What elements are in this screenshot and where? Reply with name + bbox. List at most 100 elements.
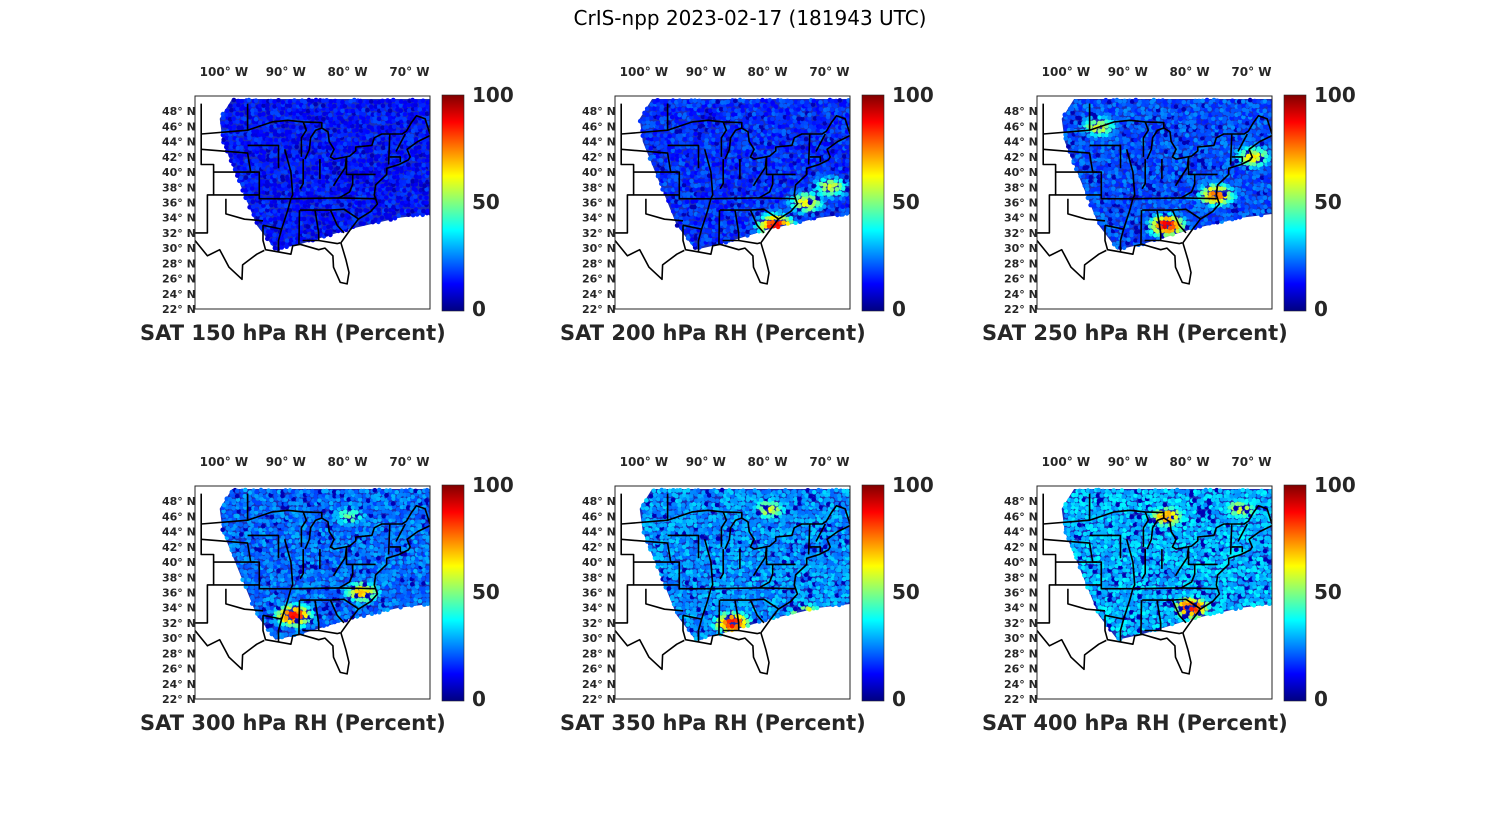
lon-tick-label: 90° W — [686, 455, 726, 469]
map-svg: 100° W 90° W 80° W 70° W 48° N 46° N 44° N 42° … — [140, 455, 514, 735]
colorbar-tick-label: 50 — [472, 580, 500, 604]
lat-tick-label: 30° N — [162, 242, 196, 255]
colorbar — [441, 484, 465, 702]
lat-tick-label: 48° N — [162, 495, 196, 508]
swath-layer — [639, 487, 850, 641]
lat-tick-label: 44° N — [582, 526, 616, 539]
lat-tick-label: 46° N — [582, 510, 616, 523]
colorbar-tick-label: 50 — [892, 190, 920, 214]
colorbar-tick-label: 100 — [892, 83, 934, 107]
lat-tick-label: 42° N — [1004, 151, 1038, 164]
map-panel-150hpa: 100° W 90° W 80° W 70° W 48° N 46° N 44° N 42° … — [140, 60, 540, 360]
lat-tick-label: 24° N — [1004, 288, 1038, 301]
lat-tick-label: 38° N — [582, 181, 616, 194]
lon-tick-label: 70° W — [1231, 455, 1271, 469]
lat-tick-label: 42° N — [582, 541, 616, 554]
lat-tick-label: 28° N — [162, 257, 196, 270]
lat-tick-label: 38° N — [582, 571, 616, 584]
lat-tick-label: 44° N — [582, 136, 616, 149]
lat-tick-label: 48° N — [1004, 495, 1038, 508]
lat-tick-label: 28° N — [1004, 257, 1038, 270]
lat-tick-label: 42° N — [1004, 541, 1038, 554]
lat-tick-label: 44° N — [1004, 136, 1038, 149]
lat-tick-label: 32° N — [1004, 227, 1038, 240]
lat-tick-label: 30° N — [582, 242, 616, 255]
lon-tick-label: 100° W — [1042, 65, 1090, 79]
lon-tick-label: 100° W — [200, 455, 248, 469]
lat-tick-label: 26° N — [582, 663, 616, 676]
lat-tick-label: 32° N — [162, 617, 196, 630]
lat-tick-label: 46° N — [1004, 120, 1038, 133]
lat-tick-label: 36° N — [1004, 587, 1038, 600]
lon-tick-label: 70° W — [809, 65, 849, 79]
lon-tick-label: 80° W — [748, 455, 788, 469]
map-svg: 100° W 90° W 80° W 70° W 48° N 46° N 44° N 42° … — [140, 65, 514, 345]
lat-tick-label: 24° N — [162, 288, 196, 301]
lon-tick-label: 90° W — [686, 65, 726, 79]
lat-tick-label: 34° N — [1004, 212, 1038, 225]
colorbar-tick-label: 0 — [892, 297, 906, 321]
lat-tick-label: 28° N — [582, 257, 616, 270]
lon-tick-label: 80° W — [1170, 455, 1210, 469]
lat-tick-label: 40° N — [1004, 556, 1038, 569]
lat-tick-label: 24° N — [582, 678, 616, 691]
lon-tick-label: 90° W — [1108, 65, 1148, 79]
map-svg: 100° W 90° W 80° W 70° W 48° N 46° N 44° N 42° … — [560, 455, 934, 735]
colorbar — [441, 94, 465, 312]
lat-tick-label: 36° N — [582, 587, 616, 600]
lon-tick-label: 70° W — [389, 455, 429, 469]
lon-tick-label: 100° W — [620, 65, 668, 79]
swath-layer — [637, 97, 850, 250]
lat-tick-label: 36° N — [162, 197, 196, 210]
lat-tick-label: 30° N — [1004, 242, 1038, 255]
lon-tick-label: 100° W — [200, 65, 248, 79]
map-panel-250hpa: 100° W 90° W 80° W 70° W 48° N 46° N 44° N 42° … — [982, 60, 1382, 360]
lat-tick-label: 22° N — [1004, 693, 1038, 706]
lat-tick-label: 38° N — [1004, 181, 1038, 194]
lat-tick-label: 26° N — [162, 663, 196, 676]
lat-tick-label: 24° N — [582, 288, 616, 301]
colorbar — [861, 484, 885, 702]
colorbar-tick-label: 50 — [1314, 190, 1342, 214]
state-boundaries — [195, 493, 430, 675]
lat-tick-label: 48° N — [582, 105, 616, 118]
lat-tick-label: 22° N — [582, 693, 616, 706]
colorbar-tick-label: 100 — [1314, 473, 1356, 497]
colorbar-tick-label: 50 — [472, 190, 500, 214]
lat-tick-label: 28° N — [1004, 647, 1038, 660]
lat-tick-label: 40° N — [582, 556, 616, 569]
colorbar — [1283, 94, 1307, 312]
swath-layer — [1061, 487, 1272, 642]
lat-tick-label: 34° N — [1004, 602, 1038, 615]
lat-tick-label: 38° N — [1004, 571, 1038, 584]
colorbar-tick-label: 0 — [1314, 687, 1328, 711]
colorbar-tick-label: 100 — [472, 83, 514, 107]
lat-tick-label: 40° N — [162, 556, 196, 569]
lat-tick-label: 32° N — [1004, 617, 1038, 630]
lat-tick-label: 42° N — [162, 541, 196, 554]
lat-tick-label: 30° N — [1004, 632, 1038, 645]
map-frame — [614, 95, 851, 310]
lat-tick-label: 48° N — [582, 495, 616, 508]
lon-tick-label: 70° W — [1231, 65, 1271, 79]
panel-title: SAT 400 hPa RH (Percent) — [982, 711, 1288, 735]
lat-tick-label: 40° N — [582, 166, 616, 179]
lat-tick-label: 46° N — [162, 510, 196, 523]
lat-tick-label: 34° N — [162, 212, 196, 225]
map-frame — [614, 485, 851, 700]
lat-tick-label: 26° N — [162, 273, 196, 286]
colorbar-tick-label: 0 — [1314, 297, 1328, 321]
lat-tick-label: 26° N — [1004, 273, 1038, 286]
lat-tick-label: 24° N — [162, 678, 196, 691]
state-boundaries — [615, 493, 850, 675]
lat-tick-label: 36° N — [162, 587, 196, 600]
map-panel-350hpa: 100° W 90° W 80° W 70° W 48° N 46° N 44° N 42° … — [560, 450, 960, 750]
panel-title: SAT 250 hPa RH (Percent) — [982, 321, 1288, 345]
lon-tick-label: 90° W — [266, 65, 306, 79]
lat-tick-label: 34° N — [582, 212, 616, 225]
lat-tick-label: 38° N — [162, 571, 196, 584]
colorbar-tick-label: 0 — [472, 297, 486, 321]
lat-tick-label: 48° N — [162, 105, 196, 118]
lat-tick-label: 24° N — [1004, 678, 1038, 691]
lon-tick-label: 100° W — [620, 455, 668, 469]
